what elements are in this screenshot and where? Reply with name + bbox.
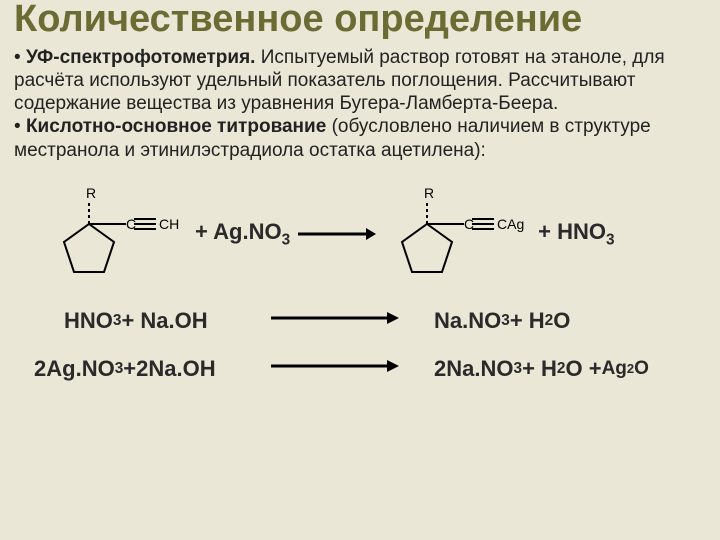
label-ch: CH — [159, 216, 179, 232]
reaction-3-left: 2 Ag.NO3 + 2 Na.OH — [34, 356, 264, 382]
slide: Количественное определение • УФ-спектроф… — [0, 0, 720, 540]
bullet-2-strong: Кислотно-основное титрование — [26, 116, 326, 137]
arrow-2 — [264, 308, 404, 333]
reaction-1: R C CH + Ag.NO3 — [14, 186, 706, 282]
reaction-2: HNO3 + Na.OH Na.NO3 + H2O — [14, 308, 706, 334]
label-cag: CAg — [497, 216, 524, 232]
arrow-icon — [296, 224, 376, 244]
structure-2: R C CAg — [382, 186, 532, 282]
reactions-block: R C CH + Ag.NO3 — [14, 186, 706, 382]
product-hno3: + HNO3 — [538, 219, 614, 249]
label-r: R — [86, 186, 96, 201]
label-r-2: R — [424, 186, 434, 201]
reagent-agno3: + Ag.NO3 — [195, 219, 290, 249]
body-text: • УФ-спектрофотометрия. Испытуемый раств… — [14, 46, 706, 162]
bullet-1-strong: УФ-спектрофотометрия. — [26, 47, 256, 68]
reaction-2-left: HNO3 + Na.OH — [34, 308, 264, 334]
reaction-2-right: Na.NO3 + H2O — [404, 308, 570, 334]
reaction-3-right: 2 Na.NO3 + H2O + Ag2O — [404, 356, 649, 382]
arrow-icon — [269, 308, 399, 328]
label-c-2: C — [464, 216, 474, 232]
arrow-3 — [264, 356, 404, 381]
reaction-3: 2 Ag.NO3 + 2 Na.OH 2 Na.NO3 + H2O + Ag2O — [14, 356, 706, 382]
arrow-icon — [269, 356, 399, 376]
structure-1: R C CH — [44, 186, 189, 282]
label-c: C — [126, 216, 136, 232]
slide-title: Количественное определение — [14, 0, 706, 40]
